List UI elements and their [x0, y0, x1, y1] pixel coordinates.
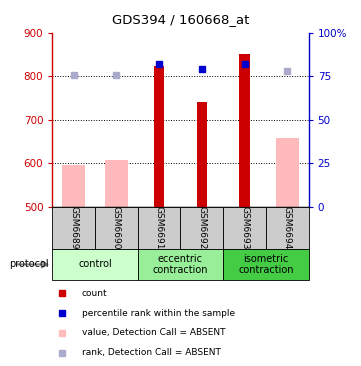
Bar: [180, 207, 223, 249]
Text: GSM6694: GSM6694: [283, 206, 292, 250]
Bar: [95, 207, 138, 249]
Bar: [275, 138, 299, 207]
Text: GDS394 / 160668_at: GDS394 / 160668_at: [112, 12, 249, 26]
Text: value, Detection Call = ABSENT: value, Detection Call = ABSENT: [82, 328, 225, 337]
Bar: [52, 249, 138, 280]
Bar: [154, 66, 165, 207]
Bar: [138, 207, 180, 249]
Text: isometric
contraction: isometric contraction: [238, 254, 294, 275]
Bar: [62, 165, 86, 207]
Bar: [138, 249, 223, 280]
Text: eccentric
contraction: eccentric contraction: [153, 254, 208, 275]
Text: GSM6691: GSM6691: [155, 206, 164, 250]
Text: rank, Detection Call = ABSENT: rank, Detection Call = ABSENT: [82, 348, 221, 357]
Text: protocol: protocol: [9, 259, 49, 269]
Text: control: control: [78, 259, 112, 269]
Bar: [223, 249, 309, 280]
Text: GSM6689: GSM6689: [69, 206, 78, 250]
Text: GSM6693: GSM6693: [240, 206, 249, 250]
Text: GSM6690: GSM6690: [112, 206, 121, 250]
Bar: [223, 207, 266, 249]
Bar: [266, 207, 309, 249]
Bar: [52, 207, 95, 249]
Bar: [196, 102, 207, 207]
Bar: [105, 160, 128, 207]
Text: percentile rank within the sample: percentile rank within the sample: [82, 309, 235, 318]
Bar: [239, 54, 250, 207]
Text: GSM6692: GSM6692: [197, 206, 206, 250]
Text: count: count: [82, 289, 107, 298]
